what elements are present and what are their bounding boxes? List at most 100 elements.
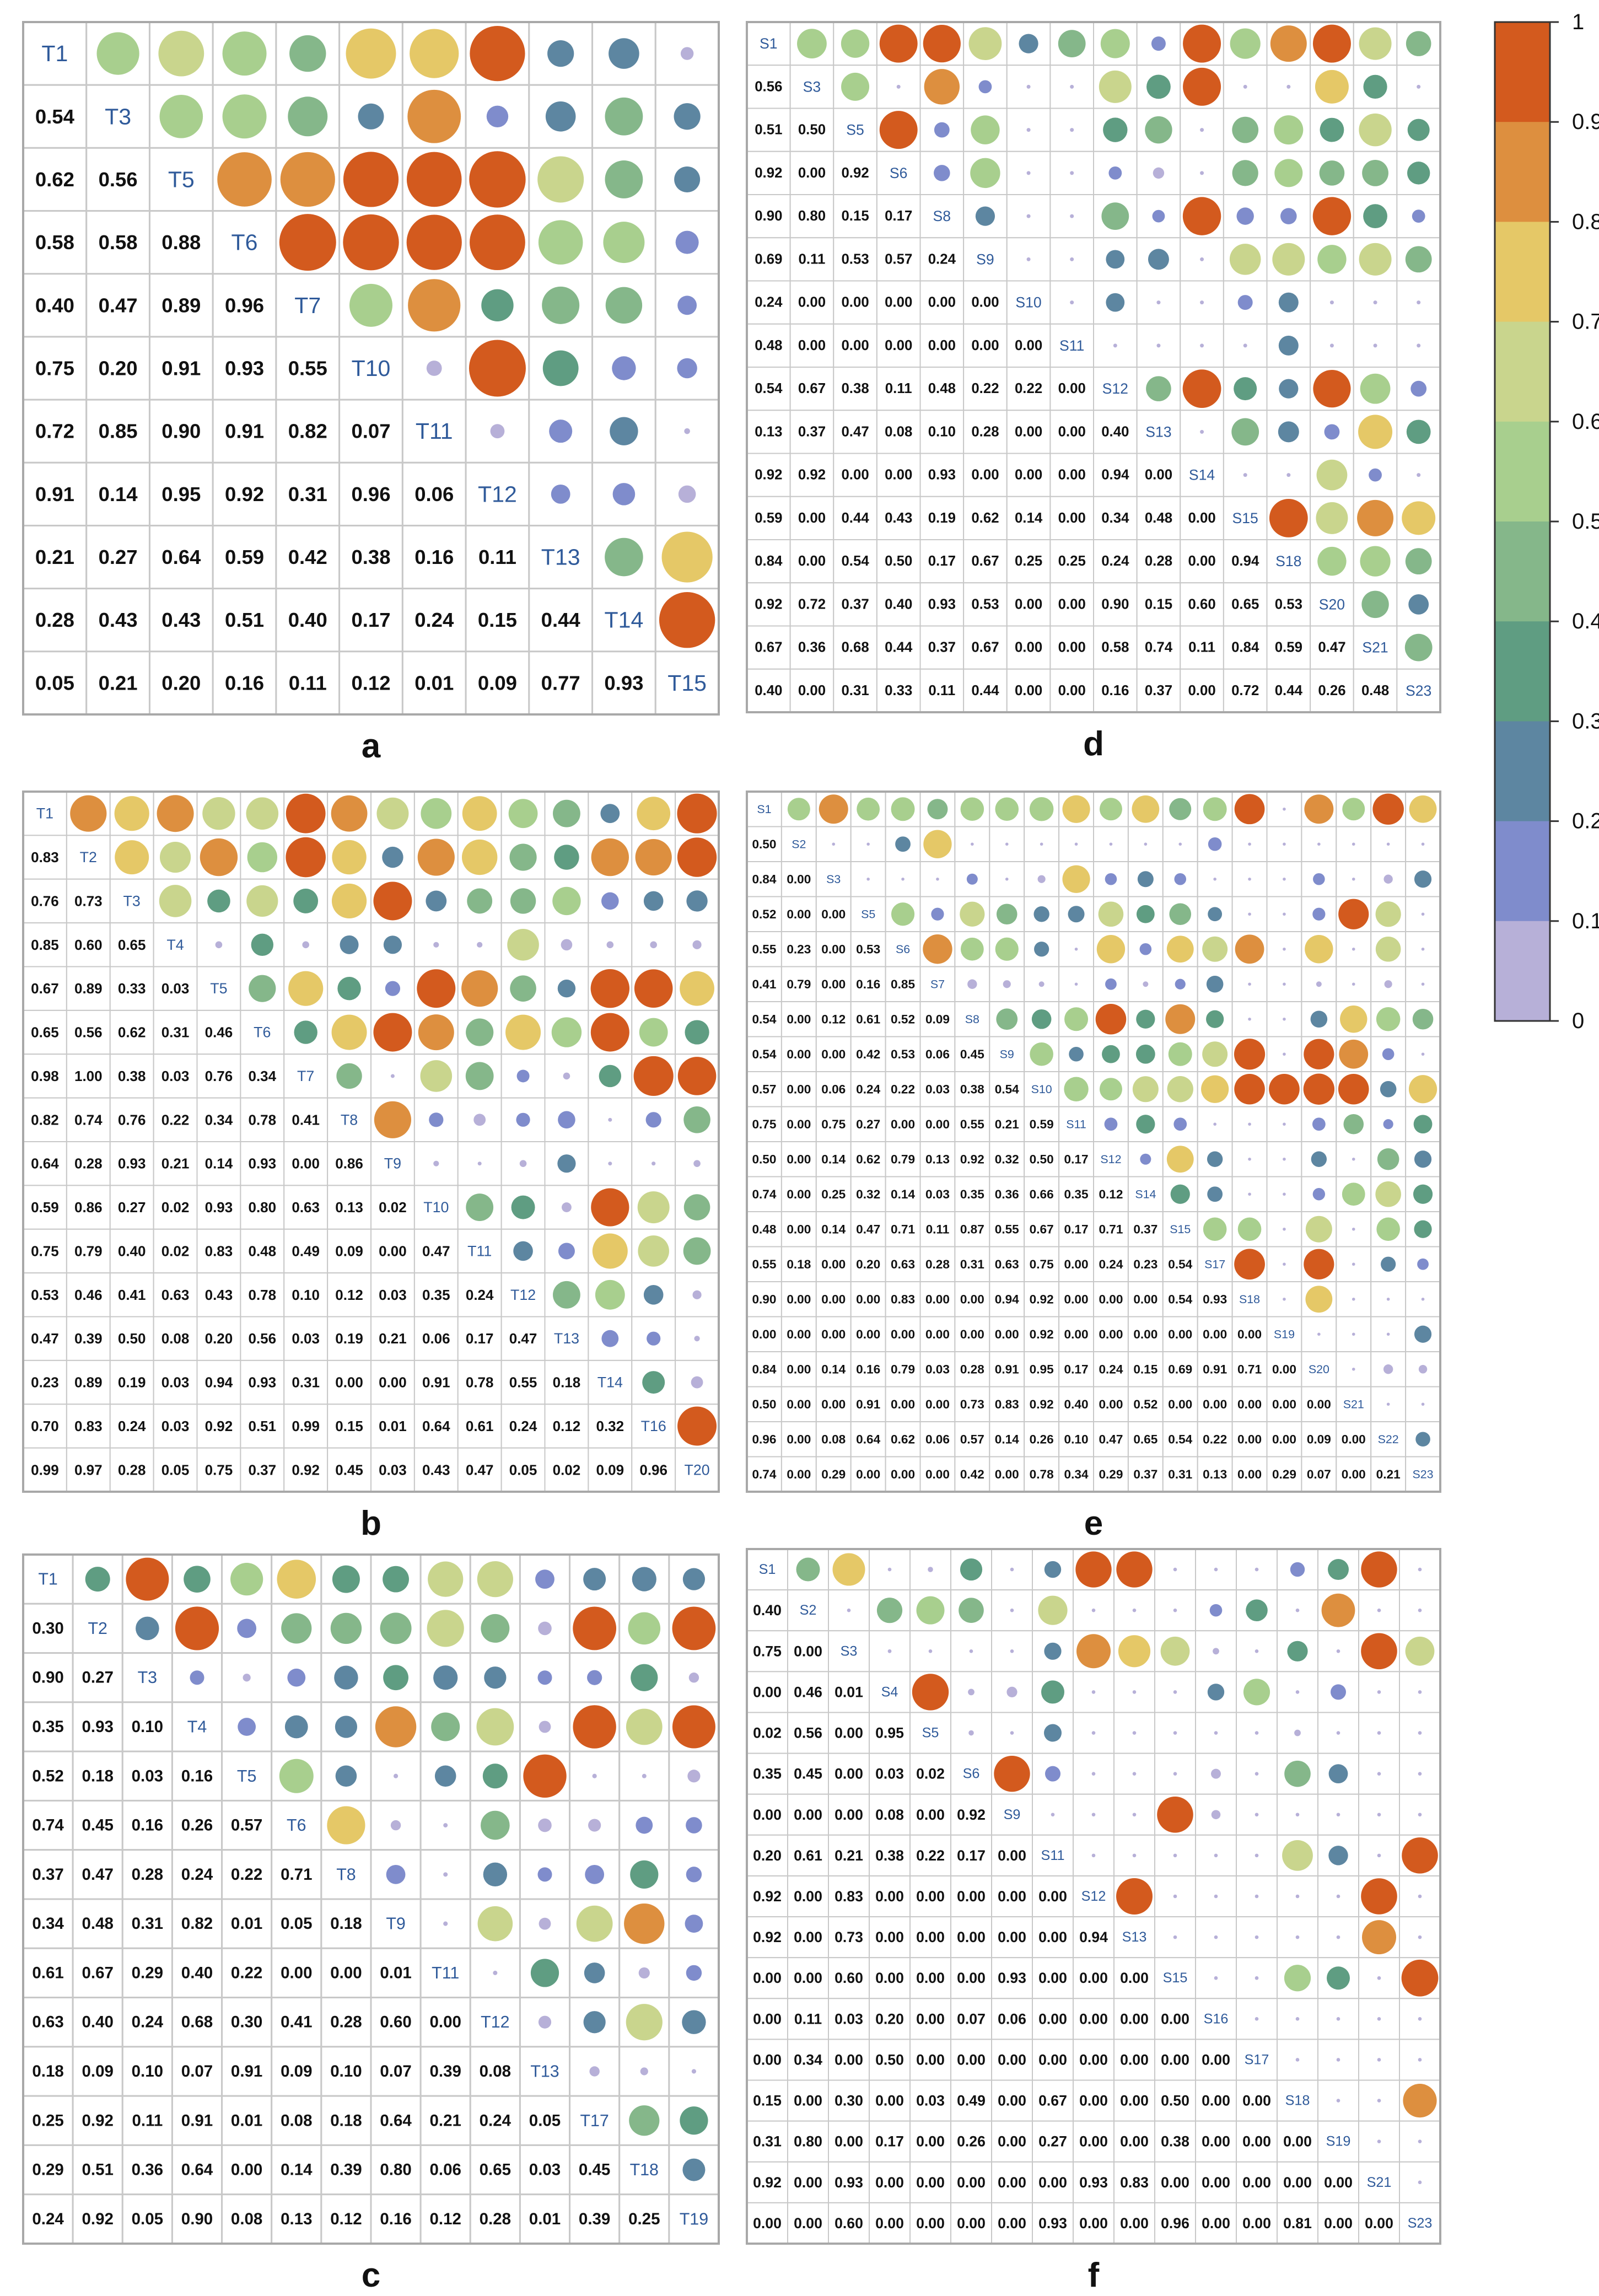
value-label: 0.91 bbox=[225, 420, 264, 443]
grid-cell bbox=[109, 1316, 154, 1361]
correlation-circle bbox=[1361, 1878, 1397, 1915]
value-label: 0.17 bbox=[957, 1847, 986, 1864]
value-label: 0.78 bbox=[1030, 1467, 1054, 1481]
grid-cell bbox=[465, 461, 530, 526]
value-label: 0.96 bbox=[1161, 2215, 1189, 2232]
correlation-circle bbox=[469, 340, 526, 397]
value-label: 0.94 bbox=[205, 1374, 233, 1391]
diagonal-label: S5 bbox=[861, 907, 875, 921]
grid-cell bbox=[544, 1447, 589, 1492]
correlation-circle bbox=[1202, 936, 1228, 962]
value-label: 0.49 bbox=[292, 1243, 320, 1259]
correlation-circle bbox=[895, 836, 911, 852]
grid-cell bbox=[283, 1097, 329, 1142]
value-label: 0.16 bbox=[380, 2210, 411, 2228]
correlation-circle bbox=[1070, 128, 1074, 132]
diagonal-label: T1 bbox=[38, 1570, 57, 1589]
value-label: 0.00 bbox=[1237, 1397, 1262, 1411]
correlation-circle bbox=[1317, 1332, 1321, 1336]
correlation-circle bbox=[85, 1567, 110, 1592]
value-label: 0.35 bbox=[422, 1287, 450, 1303]
correlation-circle bbox=[340, 935, 359, 954]
correlation-circle bbox=[327, 1806, 365, 1845]
value-label: 0.67 bbox=[82, 1964, 114, 1982]
value-label: 0.40 bbox=[82, 2013, 114, 2031]
correlation-circle bbox=[591, 1188, 629, 1227]
value-label: 0.00 bbox=[752, 1327, 776, 1341]
value-label: 0.80 bbox=[380, 2161, 411, 2179]
diagonal-label: S1 bbox=[760, 35, 778, 52]
correlation-circle bbox=[1324, 424, 1340, 440]
value-label: 0.09 bbox=[281, 2062, 312, 2080]
grid-cell bbox=[885, 1001, 921, 1037]
diagonal-label: T18 bbox=[630, 2160, 659, 2179]
grid-cell bbox=[22, 1997, 74, 2048]
value-label: 0.00 bbox=[753, 1806, 782, 1823]
grid-cell bbox=[815, 1071, 852, 1107]
correlation-circle bbox=[490, 424, 505, 439]
value-label: 0.31 bbox=[161, 1024, 190, 1041]
value-label: 0.49 bbox=[957, 2093, 986, 2109]
correlation-circle bbox=[672, 1705, 715, 1749]
correlation-circle bbox=[1414, 1150, 1432, 1168]
correlation-circle bbox=[585, 1864, 605, 1884]
correlation-circle bbox=[1208, 837, 1222, 851]
grid-cell bbox=[1049, 496, 1094, 540]
grid-cell bbox=[121, 2095, 173, 2146]
value-label: 0.00 bbox=[835, 2051, 863, 2068]
value-label: 0.91 bbox=[1203, 1362, 1227, 1376]
grid-cell bbox=[919, 539, 965, 584]
value-label: 0.11 bbox=[926, 1222, 950, 1236]
correlation-circle bbox=[1352, 1262, 1355, 1266]
correlation-circle bbox=[535, 1569, 554, 1589]
correlation-circle bbox=[959, 1598, 984, 1623]
correlation-circle bbox=[680, 2106, 708, 2135]
value-label: 0.79 bbox=[891, 1362, 915, 1376]
correlation-circle bbox=[1167, 1076, 1193, 1103]
correlation-circle bbox=[202, 797, 235, 830]
panel-letter: e bbox=[1084, 1504, 1103, 1542]
value-label: 0.92 bbox=[798, 467, 826, 483]
correlation-circle bbox=[866, 842, 870, 846]
value-label: 0.00 bbox=[798, 295, 826, 310]
correlation-circle bbox=[486, 105, 509, 127]
correlation-circle bbox=[1200, 429, 1204, 434]
value-label: 0.00 bbox=[1272, 1362, 1296, 1376]
correlation-circle bbox=[1173, 1117, 1187, 1131]
value-label: 0.00 bbox=[835, 1725, 863, 1741]
value-label: 0.74 bbox=[32, 1816, 64, 1835]
value-label: 0.47 bbox=[509, 1330, 537, 1347]
value-label: 0.00 bbox=[875, 2174, 904, 2191]
value-label: 0.78 bbox=[466, 1374, 494, 1391]
grid-cell bbox=[1136, 582, 1181, 627]
correlation-circle bbox=[1044, 1724, 1062, 1742]
value-label: 0.00 bbox=[998, 2093, 1026, 2109]
correlation-circle bbox=[1352, 1157, 1355, 1161]
value-label: 0.20 bbox=[99, 357, 138, 380]
correlation-circle bbox=[1304, 1249, 1334, 1279]
correlation-circle bbox=[832, 1553, 865, 1586]
value-label: 0.00 bbox=[1099, 1292, 1123, 1306]
grid-cell bbox=[1006, 668, 1051, 713]
correlation-circle bbox=[1407, 162, 1430, 185]
correlation-circle bbox=[1274, 159, 1303, 187]
value-label: 0.00 bbox=[753, 1684, 782, 1700]
correlation-circle bbox=[1255, 1853, 1259, 1858]
value-label: 0.38 bbox=[1161, 2133, 1189, 2150]
correlation-circle bbox=[1243, 473, 1247, 477]
value-label: 0.00 bbox=[787, 1467, 811, 1481]
correlation-circle bbox=[473, 1114, 486, 1126]
correlation-circle bbox=[1352, 947, 1355, 951]
grid-cell bbox=[1049, 539, 1094, 584]
grid-cell bbox=[1136, 453, 1181, 497]
grid-cell bbox=[885, 1106, 921, 1142]
correlation-circle bbox=[280, 152, 335, 207]
diagonal-label: T3 bbox=[105, 104, 131, 129]
correlation-circle bbox=[1283, 982, 1286, 986]
correlation-circle bbox=[1213, 1648, 1219, 1655]
correlation-circle bbox=[1417, 343, 1421, 348]
correlation-circle bbox=[1362, 159, 1388, 186]
value-label: 0.00 bbox=[916, 1888, 945, 1905]
grid-cell bbox=[275, 273, 341, 338]
grid-cell bbox=[72, 1799, 123, 1851]
